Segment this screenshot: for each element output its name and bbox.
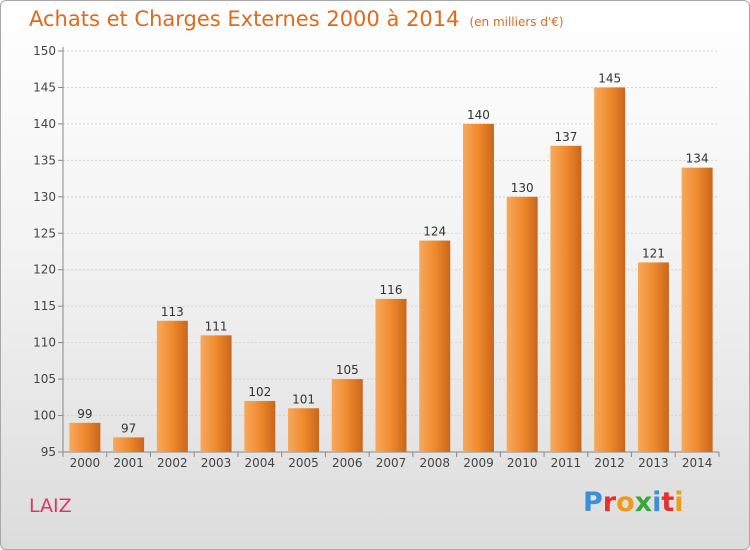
y-tick-label: 95 [41,445,56,459]
x-tick-label: 2005 [288,456,319,470]
bar-2005 [288,408,320,452]
bar-2000 [69,422,101,452]
data-label-2006: 105 [336,363,359,377]
y-tick-label: 105 [33,372,56,386]
y-tick-label: 115 [33,299,56,313]
data-label-2013: 121 [642,246,665,260]
bar-chart: 95 100 105 110 115 120 125 130 135 140 145 150 99 200… [33,44,720,470]
y-tick-label: 145 [33,80,56,94]
y-tick-label: 100 [33,409,56,423]
commune-name: LAIZ [29,495,72,517]
x-tick-label: 2002 [157,456,188,470]
x-tick-label: 2014 [682,456,713,470]
x-tick-label: 2011 [551,456,582,470]
data-label-2010: 130 [511,181,534,195]
data-label-2011: 137 [554,130,577,144]
chart-title-text: Achats et Charges Externes 2000 à 2014 [29,7,460,31]
bar-2007 [375,298,407,452]
logo-letter: t [661,487,675,518]
y-tick-label: 130 [33,190,56,204]
y-tick-label: 110 [33,336,56,350]
bar-2003 [200,335,232,452]
x-tick-label: 2007 [376,456,407,470]
data-label-2005: 101 [292,392,315,406]
logo-letter: r [602,487,617,518]
x-tick-label: 2009 [463,456,494,470]
y-tick-label: 120 [33,263,56,277]
bar-2013 [637,262,669,452]
logo-letter: x [634,487,653,518]
x-tick-label: 2003 [201,456,232,470]
bars [69,87,713,453]
bar-2001 [113,437,145,452]
proxiti-logo: Proxiti [583,487,684,518]
bar-2006 [331,379,363,452]
x-tick-label: 2012 [594,456,625,470]
bar-2004 [244,400,276,452]
data-label-2009: 140 [467,108,490,122]
x-tick-label: 2013 [638,456,669,470]
bar-2002 [156,320,188,452]
data-label-2004: 102 [248,385,271,399]
data-label-2000: 99 [77,407,92,421]
logo-letter: o [616,487,635,518]
data-label-2014: 134 [686,152,709,166]
bar-2010 [506,196,538,452]
x-tick-label: 2004 [245,456,276,470]
x-tick-label: 2006 [332,456,363,470]
y-tick-label: 135 [33,153,56,167]
logo-letter: i [652,487,662,518]
labels: 95 100 105 110 115 120 125 130 135 140 145 150 99 200… [33,44,712,470]
bar-2009 [462,123,494,452]
bar-2011 [550,145,582,453]
chart-subtitle: (en milliers d'€) [469,15,564,29]
bar-2008 [419,240,451,452]
x-tick-label: 2010 [507,456,538,470]
y-tick-label: 140 [33,117,56,131]
data-label-2001: 97 [121,421,136,435]
bar-2012 [594,87,626,453]
data-label-2012: 145 [598,71,621,85]
data-label-2008: 124 [423,225,446,239]
y-tick-label: 150 [33,44,56,58]
y-tick-label: 125 [33,226,56,240]
logo-letter: P [583,487,603,518]
data-label-2002: 113 [161,305,184,319]
x-tick-label: 2001 [113,456,144,470]
data-label-2007: 116 [380,283,403,297]
x-tick-label: 2008 [419,456,450,470]
x-tick-label: 2000 [70,456,101,470]
logo-letter: i [674,487,684,518]
chart-title: Achats et Charges Externes 2000 à 2014 (e… [29,7,564,31]
data-label-2003: 111 [205,319,228,333]
bar-2014 [681,167,713,452]
